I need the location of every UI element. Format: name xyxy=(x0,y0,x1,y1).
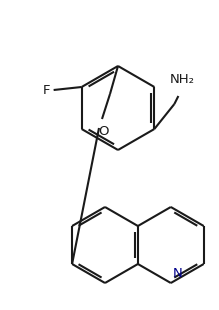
Text: F: F xyxy=(43,83,51,96)
Text: NH₂: NH₂ xyxy=(170,73,195,86)
Text: N: N xyxy=(173,267,183,280)
Text: O: O xyxy=(99,125,109,138)
